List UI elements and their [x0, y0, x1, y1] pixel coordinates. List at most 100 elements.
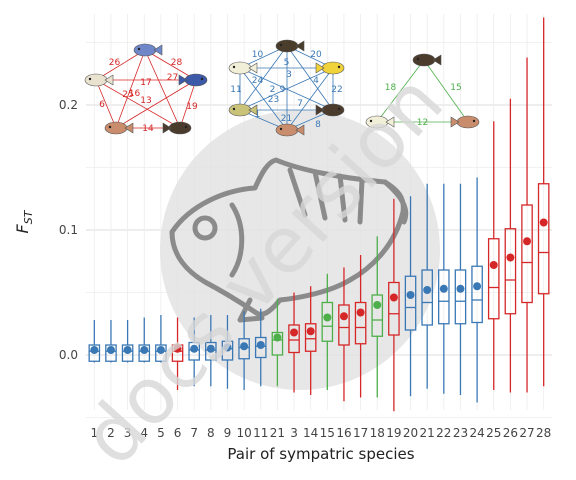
box-iqr	[155, 344, 167, 362]
x-tick-label: 14	[303, 426, 318, 440]
fish-eye	[200, 77, 204, 81]
x-tick-label: 7	[190, 426, 198, 440]
fish-tail	[450, 116, 460, 128]
box-iqr	[254, 336, 267, 359]
box-mean-point	[323, 313, 332, 322]
fish-body	[412, 53, 436, 67]
box-iqr	[471, 265, 483, 324]
box-mean-point	[173, 344, 182, 353]
box-mean-point	[240, 342, 249, 351]
fish-tail	[432, 54, 442, 66]
network-edge-label: 26	[109, 58, 121, 68]
network-edge-label: 18	[385, 83, 397, 93]
x-tick-label: 21	[420, 426, 435, 440]
box-mean-point	[190, 344, 199, 353]
fish-body	[133, 43, 157, 57]
box-pair-3	[288, 292, 300, 393]
box-iqr	[121, 344, 134, 362]
box-pair-16	[338, 267, 350, 402]
network-edge-label: 24	[252, 76, 264, 86]
box-iqr	[388, 281, 400, 336]
y-tick-label: 0.1	[59, 223, 78, 237]
box-pair-23	[454, 183, 467, 395]
box-iqr	[105, 344, 117, 362]
network-edge	[115, 79, 197, 129]
box-pair-22	[438, 183, 450, 394]
fish-body	[321, 61, 345, 75]
box-iqr	[304, 323, 317, 352]
y-axis-title: FST	[13, 209, 35, 233]
x-tick-label: 23	[453, 426, 468, 440]
x-tick-label: 27	[519, 426, 534, 440]
species-fish-icon	[450, 115, 480, 129]
box-pair-9	[221, 315, 234, 389]
fish-tail	[153, 44, 163, 56]
species-fish-icon	[104, 121, 134, 135]
box-pair-5	[155, 315, 167, 363]
box-pair-1	[88, 320, 101, 363]
box-iqr	[504, 228, 517, 315]
box-pair-28	[537, 17, 550, 387]
species-fish-icon	[275, 39, 305, 53]
x-tick-label: 26	[503, 426, 518, 440]
box-mean-point	[523, 237, 532, 246]
box-mean-point	[290, 328, 299, 337]
species-fish-icon	[315, 61, 345, 75]
y-tick-label: 0.2	[59, 98, 78, 112]
box-mean-point	[90, 346, 99, 354]
species-fish-icon	[84, 73, 114, 87]
svg-text:FST: FST	[13, 209, 35, 233]
box-iqr	[438, 269, 450, 325]
box-pair-21	[421, 183, 433, 389]
network-edge-label: 14	[142, 124, 154, 134]
watermark	[160, 110, 440, 390]
box-pair-10	[238, 311, 250, 390]
x-tick-label: 20	[403, 426, 418, 440]
box-pair-2	[105, 320, 117, 363]
x-tick-label: 3	[290, 426, 298, 440]
network-edge-label: 6	[99, 100, 105, 110]
x-tick-label: 1	[91, 426, 99, 440]
y-tick-label: 0.0	[59, 348, 78, 362]
box-iqr	[537, 183, 550, 295]
species-fish-icon	[315, 103, 345, 117]
box-mean-point	[123, 346, 132, 354]
box-mean-point	[206, 344, 215, 353]
network-edge-label: 4	[313, 76, 319, 86]
species-fish-icon	[178, 73, 208, 87]
box-iqr	[354, 301, 367, 345]
x-tick-label: 21	[270, 426, 285, 440]
network-edge-label: 8	[315, 120, 321, 130]
network-edge	[144, 49, 197, 81]
species-fish-icon	[228, 103, 258, 117]
x-tick-label: 6	[174, 426, 182, 440]
box-mean-point	[356, 308, 365, 317]
network-edge	[179, 79, 197, 129]
box-pair-27	[521, 57, 533, 393]
network-edge-label: 19	[186, 102, 198, 112]
fish-body	[275, 39, 299, 53]
network-edge-label: 11	[230, 85, 241, 95]
network-edge-label: 21	[281, 114, 292, 124]
fish-tail	[295, 124, 305, 136]
box-iqr	[88, 344, 101, 362]
fish-tail	[124, 122, 134, 134]
box-iqr	[421, 269, 433, 326]
x-tick-label: 22	[436, 426, 451, 440]
network-edge	[286, 67, 334, 131]
species-fish-icon	[162, 121, 192, 135]
network-edge-label: 23	[268, 95, 279, 105]
box-pair-15	[321, 273, 334, 390]
box-pair-14	[304, 286, 317, 395]
watermark-fish-icon	[169, 157, 409, 323]
box-pair-4	[138, 317, 151, 363]
network-edge	[144, 49, 181, 129]
fish-tail	[315, 62, 325, 74]
box-pair-26	[504, 98, 517, 393]
box-iqr	[371, 294, 384, 337]
box-mean-point	[456, 284, 465, 293]
species-fish-icon	[133, 43, 163, 57]
fish-eye	[232, 107, 236, 111]
fish-body	[275, 123, 299, 137]
fish-eye	[416, 57, 420, 61]
